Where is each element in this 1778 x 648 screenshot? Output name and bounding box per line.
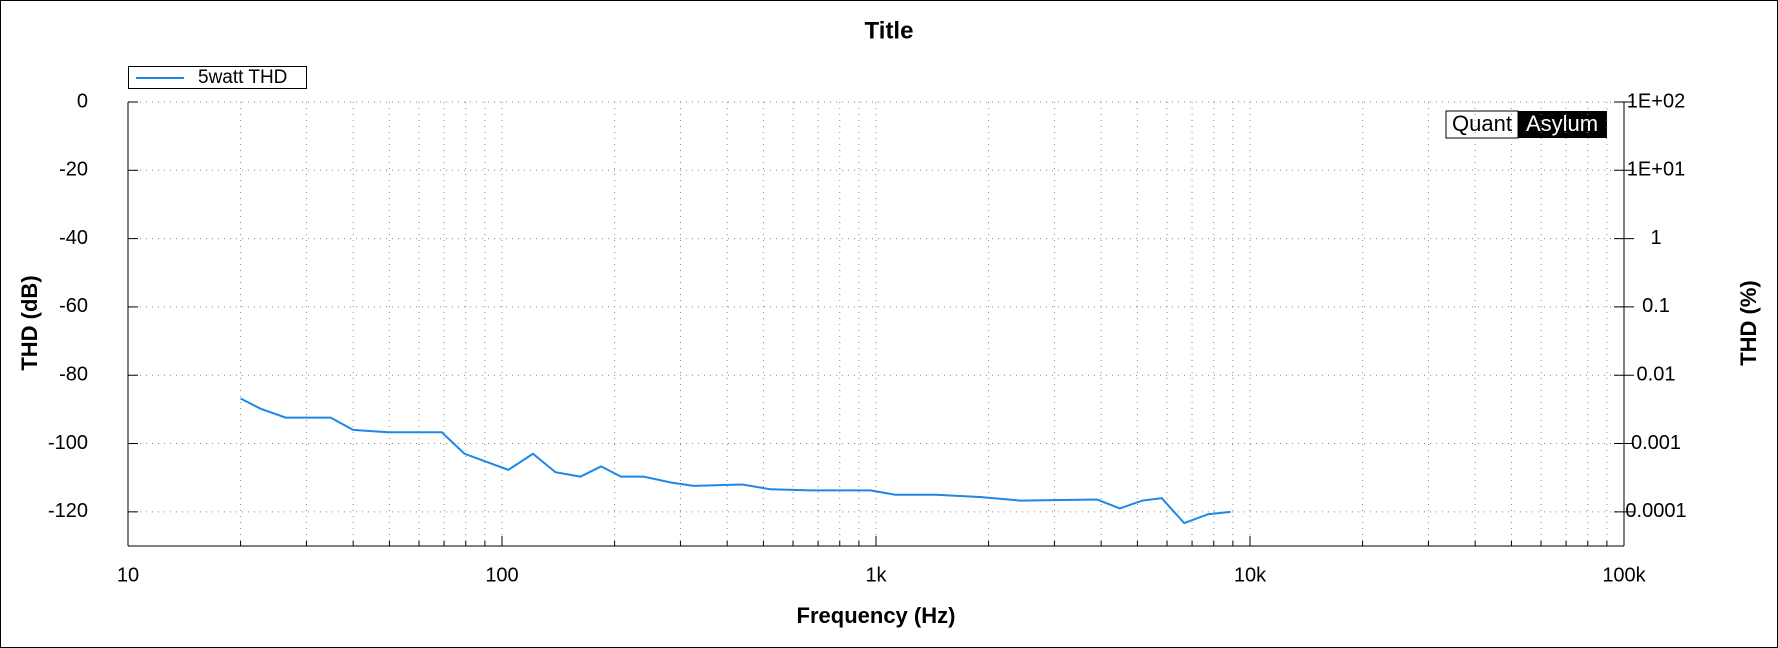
x-tick-label: 10	[117, 564, 139, 586]
y-tick-label: 0	[77, 90, 88, 112]
legend-box	[128, 66, 307, 89]
y2-tick-label: 0.01	[1637, 363, 1676, 385]
y2-tick-label: 0.001	[1631, 432, 1681, 454]
x-tick-label: 100	[485, 564, 518, 586]
y-tick-label: -40	[59, 227, 88, 249]
y-axis-label: THD (dB)	[17, 275, 42, 370]
x-tick-label: 100k	[1602, 564, 1646, 586]
y-tick-label: -120	[48, 500, 88, 522]
logo-left: Quant	[1452, 111, 1512, 136]
y2-tick-label: 0.0001	[1625, 500, 1686, 522]
y-tick-label: -20	[59, 159, 88, 181]
y-tick-label: -100	[48, 432, 88, 454]
y2-tick-label: 1E+02	[1627, 90, 1685, 112]
logo-right-box	[1518, 111, 1607, 138]
chart-title: Title	[865, 17, 914, 44]
logo-right: Asylum	[1526, 111, 1598, 136]
y2-tick-label: 0.1	[1642, 295, 1670, 317]
y2-tick-label: 1	[1650, 227, 1661, 249]
x-axis-label: Frequency (Hz)	[797, 603, 956, 628]
logo: Quant Asylum	[1445, 110, 1607, 139]
y2-axis-label: THD (%)	[1736, 280, 1761, 366]
y-tick-label: -80	[59, 364, 88, 386]
line-series	[240, 397, 1231, 525]
y2-tick-label: 1E+01	[1627, 159, 1685, 181]
x-tick-label: 10k	[1234, 564, 1267, 586]
y-tick-label: -60	[59, 295, 88, 317]
legend-label: 5watt THD	[198, 67, 287, 88]
x-tick-label: 1k	[865, 564, 887, 586]
logo-left-box	[1445, 110, 1519, 139]
